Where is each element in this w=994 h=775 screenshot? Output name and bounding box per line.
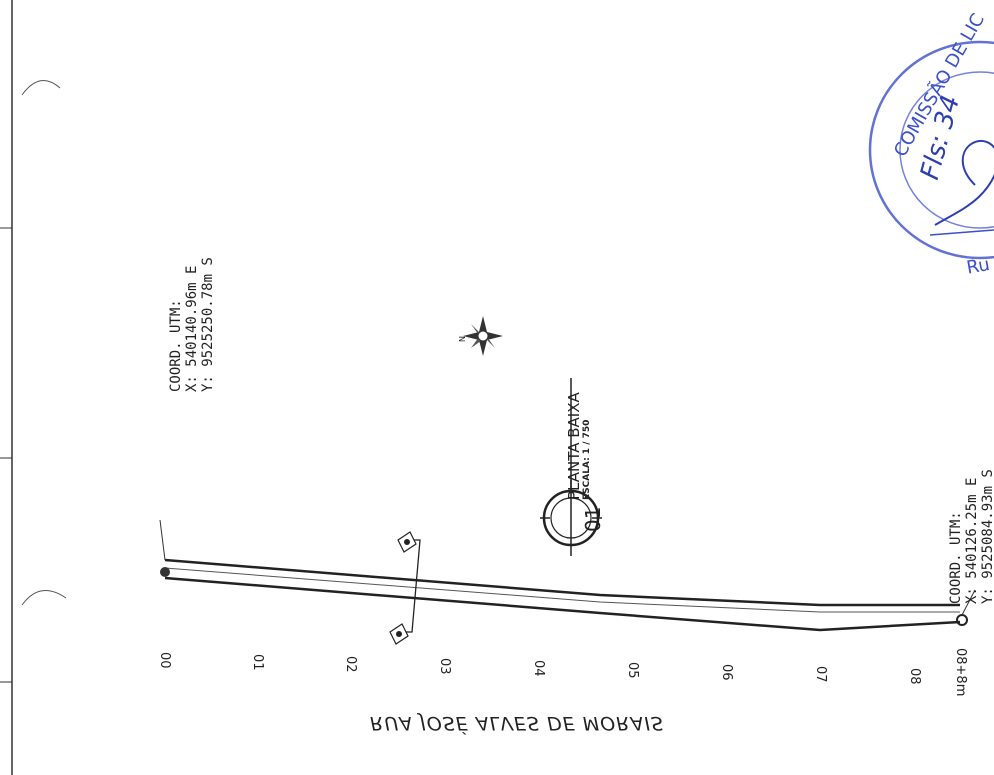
leader-line [961, 589, 976, 616]
coord-block-end: COORD. UTM: X: 540126.25m E Y: 9525084.9… [948, 469, 994, 604]
leader-line [159, 519, 166, 561]
street-centerline [164, 567, 960, 613]
street-edge-upper [164, 558, 960, 607]
street-name-label: RUA JOSÉ ALVES DE MORAIS [370, 712, 664, 734]
coord-end-y: Y: 9525084.93m S [980, 469, 994, 604]
street-edge-lower [164, 576, 961, 632]
plan-scale: ESCALA: 1 / 750 [582, 419, 592, 500]
coord-block-start: COORD. UTM: X: 540140.96m E Y: 9525250.7… [168, 257, 216, 392]
station-label: 08 [907, 668, 922, 685]
station-label: 05 [625, 662, 640, 679]
section-dot [404, 539, 410, 545]
north-arrow-icon [463, 316, 503, 356]
section-dot [396, 631, 402, 637]
signature-scribble [934, 140, 994, 226]
plan-number: 01 [581, 506, 605, 532]
punch-hole-arc [21, 590, 67, 606]
station-label: 03 [437, 658, 452, 675]
start-point-marker [160, 567, 170, 577]
plan-title: PLANTA BAIXA [565, 392, 583, 500]
stamp-line3: Ru [965, 253, 992, 279]
coord-start-y: Y: 9525250.78m S [200, 257, 216, 392]
coord-start-x: X: 540140.96m E [184, 265, 200, 392]
station-label: 07 [813, 666, 828, 683]
section-cut-line [402, 539, 421, 633]
station-label: 02 [343, 656, 358, 673]
approval-stamp [868, 40, 994, 260]
north-label: N [458, 336, 467, 342]
station-label: 00 [157, 652, 172, 669]
coord-end-heading: COORD. UTM: [948, 511, 964, 604]
station-label: 01 [250, 654, 265, 671]
station-label: 04 [531, 660, 546, 677]
end-point-marker [956, 614, 968, 626]
coord-end-x: X: 540126.25m E [964, 477, 980, 604]
station-label: 08+8m [953, 648, 968, 697]
punch-hole-arc [21, 80, 61, 96]
station-label: 06 [719, 664, 734, 681]
coord-start-heading: COORD. UTM: [168, 299, 184, 392]
